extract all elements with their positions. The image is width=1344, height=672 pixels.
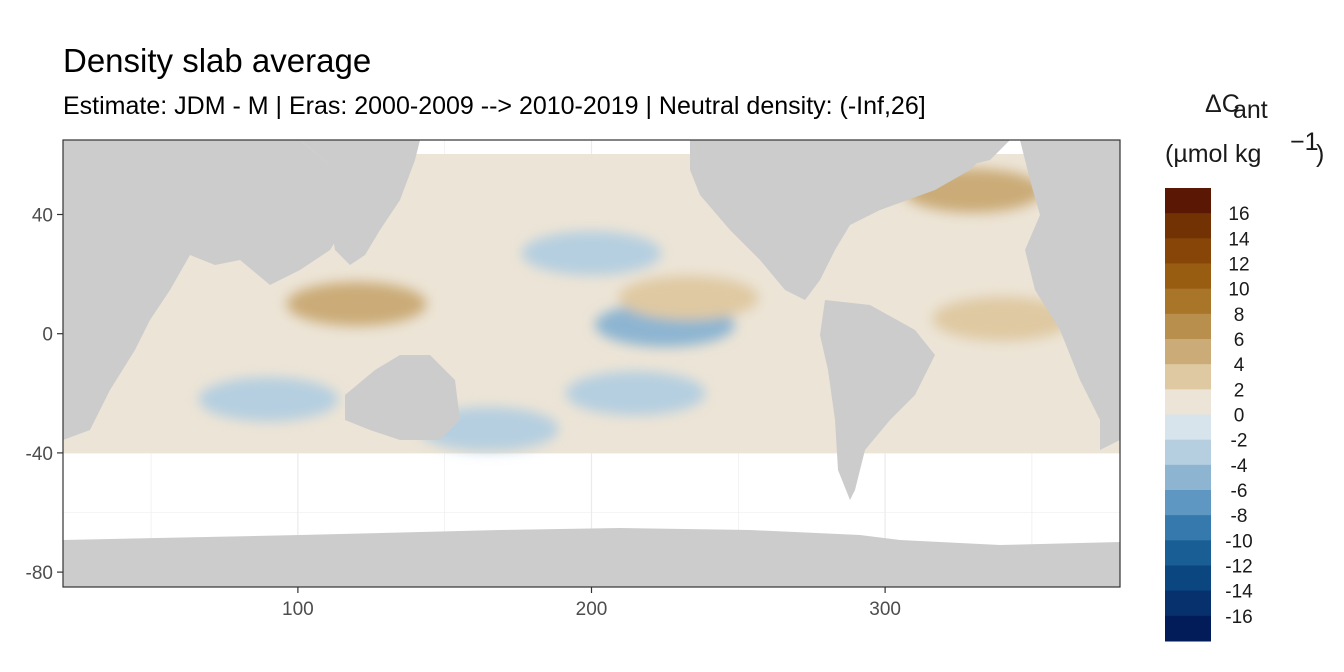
x-tick-label: 100: [282, 599, 314, 620]
x-tick-label: 300: [869, 599, 901, 620]
legend-label: 2: [1234, 380, 1245, 401]
legend-title-unit-close: ): [1316, 140, 1324, 168]
legend-swatch: [1165, 188, 1211, 214]
legend-swatch: [1165, 439, 1211, 466]
y-tick-label: 40: [32, 206, 53, 227]
y-tick-label: -40: [26, 444, 53, 465]
legend-swatch: [1165, 288, 1211, 315]
legend-label: -2: [1231, 431, 1248, 452]
y-tick-label: -80: [26, 563, 53, 584]
legend-swatch: [1165, 515, 1211, 541]
legend-swatch: [1165, 464, 1211, 491]
legend-label: -10: [1225, 531, 1252, 552]
legend-label: 14: [1228, 229, 1250, 250]
legend: ΔC ant (µmol kg −1 ) 16 14 12 10 8 6 4 2 0 -2 -4 -6…: [1165, 90, 1324, 642]
anomaly-region: [198, 377, 339, 422]
legend-swatch: [1165, 339, 1211, 365]
legend-swatch: [1165, 213, 1211, 239]
legend-swatch: [1165, 238, 1211, 264]
y-tick-label: 0: [42, 325, 53, 346]
legend-swatch: [1165, 540, 1211, 566]
y-axis: 40 0 -40 -80: [26, 206, 63, 584]
legend-title-main: ΔC: [1205, 90, 1240, 118]
legend-label: 12: [1228, 255, 1249, 276]
land-asia: [300, 140, 420, 265]
legend-label: 0: [1234, 406, 1245, 427]
land-north-america: [690, 140, 1000, 300]
legend-swatch: [1165, 313, 1211, 340]
land-africa-eurasia-west: [63, 140, 355, 440]
land-greenland: [905, 140, 1010, 170]
x-tick-label: 200: [576, 599, 608, 620]
legend-label: -8: [1231, 506, 1248, 527]
x-axis: 100 200 300: [282, 587, 901, 620]
land-south-america: [820, 300, 935, 500]
land-australia: [345, 355, 460, 440]
anomaly-region: [521, 231, 662, 276]
anomaly-region: [565, 371, 706, 416]
legend-swatch: [1165, 263, 1211, 290]
legend-label: 10: [1228, 280, 1249, 301]
legend-colorbar: [1165, 188, 1211, 642]
anomaly-region: [618, 275, 759, 320]
legend-title-unit: (µmol kg: [1165, 140, 1261, 168]
legend-label: -4: [1231, 456, 1248, 477]
legend-swatch: [1165, 590, 1211, 617]
chart-title: Density slab average: [63, 42, 372, 79]
chart-subtitle: Estimate: JDM - M | Eras: 2000-2009 --> …: [63, 92, 926, 120]
legend-swatch: [1165, 414, 1211, 441]
land-masses: [63, 140, 1120, 587]
legend-swatch: [1165, 615, 1211, 642]
legend-label: -6: [1231, 481, 1248, 502]
legend-label: 6: [1234, 330, 1245, 351]
legend-label: -16: [1225, 607, 1252, 628]
legend-label: 16: [1228, 204, 1249, 225]
legend-swatch: [1165, 364, 1211, 390]
map-layer: [63, 140, 1120, 587]
legend-title-unit-sup: −1: [1290, 128, 1319, 156]
land-europe-africa-east: [1020, 140, 1120, 450]
legend-swatch: [1165, 389, 1211, 415]
legend-label: -12: [1225, 557, 1252, 578]
legend-title-sub: ant: [1233, 96, 1268, 124]
anomaly-region: [932, 296, 1073, 341]
legend-swatch: [1165, 490, 1211, 516]
land-antarctica: [63, 528, 1120, 587]
legend-label: -14: [1225, 582, 1253, 603]
anomaly-region: [286, 281, 427, 326]
legend-label: 4: [1234, 355, 1245, 376]
legend-label: 8: [1234, 305, 1245, 326]
legend-labels: 16 14 12 10 8 6 4 2 0 -2 -4 -6 -8 -10 -12 -14 -16: [1225, 204, 1253, 628]
legend-swatch: [1165, 565, 1211, 592]
